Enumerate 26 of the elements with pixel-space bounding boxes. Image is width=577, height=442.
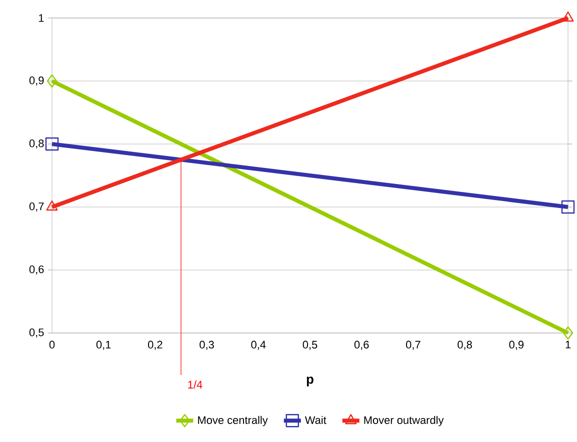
x-tick-label: 0,5	[302, 340, 318, 350]
y-tick-label: 0,8	[29, 139, 44, 149]
x-axis-title: p	[306, 376, 314, 386]
y-tick-label: 0,7	[29, 202, 44, 212]
y-tick-label: 0,6	[29, 265, 44, 275]
point	[45, 137, 59, 151]
x-tick-label: 0,2	[148, 340, 162, 350]
x-tick-label: 0,7	[406, 340, 420, 350]
x-tick-label: 0,4	[251, 340, 266, 350]
y-tick-label: 1	[38, 14, 44, 22]
x-tick-label: 0,6	[354, 340, 369, 350]
point	[561, 200, 575, 214]
x-tick-label: 0	[49, 340, 55, 349]
legend-label: Move centrally	[198, 416, 268, 426]
legend-label: Wait	[304, 416, 326, 424]
x-tick-label: 0,3	[200, 340, 214, 350]
annotation: 1/4	[188, 380, 202, 389]
x-tick-label: 0,1	[96, 340, 111, 350]
point	[562, 326, 574, 340]
legend-label: Mover outwardly	[364, 416, 444, 426]
y-tick-label: 0,9	[29, 76, 44, 86]
y-tick-label: 0,5	[29, 328, 44, 338]
point	[46, 74, 58, 88]
x-tick-label: 1	[566, 340, 571, 348]
x-tick-label: 0,8	[458, 340, 472, 350]
x-tick-label: 0,9	[509, 340, 524, 350]
